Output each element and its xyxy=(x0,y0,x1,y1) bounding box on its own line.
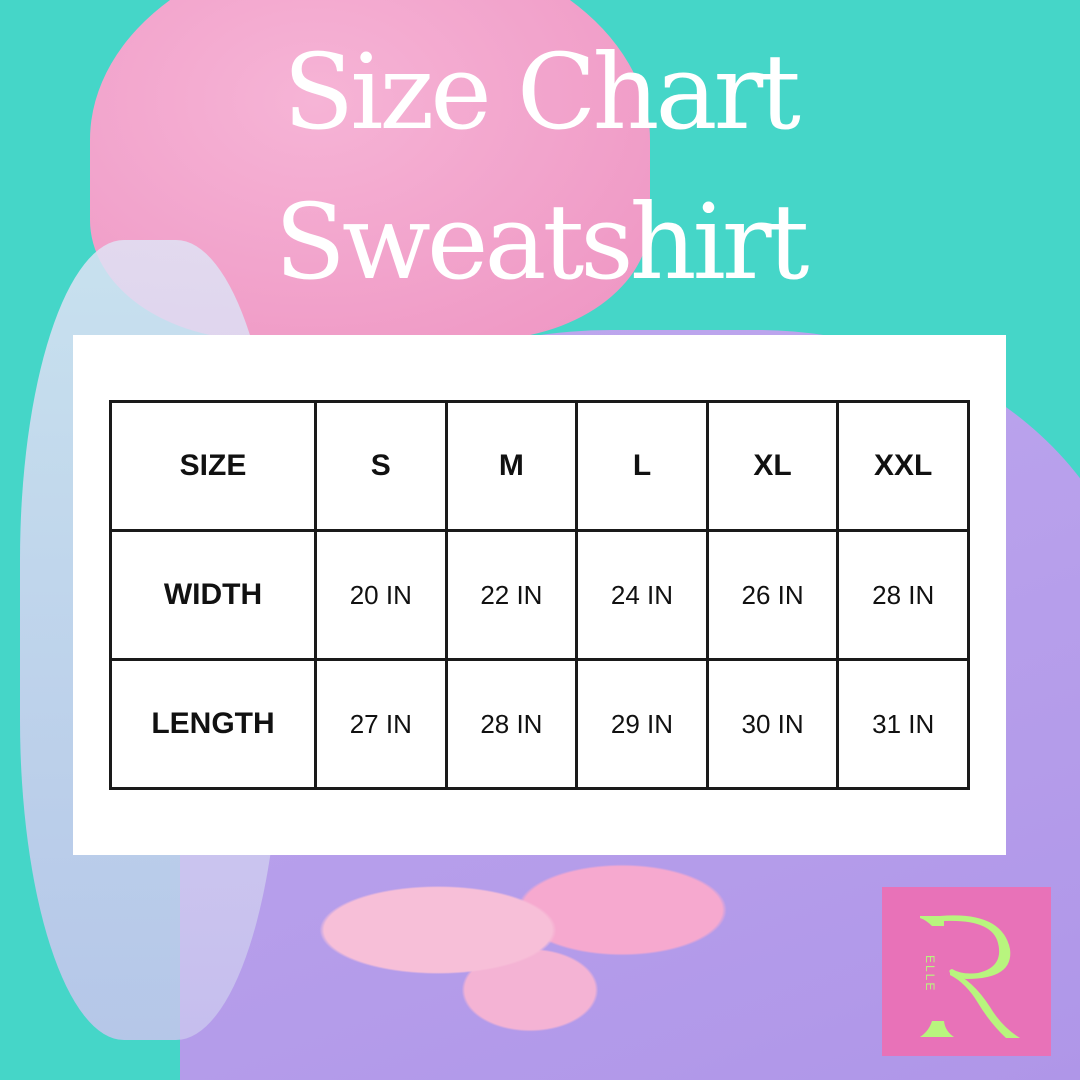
table-cell: 27 IN xyxy=(314,658,448,790)
table-cell: 26 IN xyxy=(705,529,840,661)
header-cell: L xyxy=(575,400,709,532)
flowers xyxy=(300,850,760,1050)
table-cell: 20 IN xyxy=(314,529,448,661)
header-cell: SIZE xyxy=(109,400,317,532)
logo-r-mark xyxy=(920,915,1020,1038)
header-cell: XL xyxy=(705,400,840,532)
row-label: LENGTH xyxy=(109,658,317,790)
brand-logo: ELLE xyxy=(882,887,1051,1056)
title-line-1: Size Chart xyxy=(283,31,801,153)
header-cell: XXL xyxy=(836,400,970,532)
title-line-2: Sweatshirt xyxy=(274,181,810,303)
table-cell: 30 IN xyxy=(705,658,840,790)
row-label: WIDTH xyxy=(109,529,317,661)
table-cell: 28 IN xyxy=(836,529,970,661)
table-cell: 24 IN xyxy=(575,529,709,661)
table-cell: 28 IN xyxy=(444,658,579,790)
header-row: SIZE S M L XL XXL xyxy=(109,400,970,532)
table-cell: 31 IN xyxy=(836,658,970,790)
header-cell: S xyxy=(314,400,448,532)
table-row: WIDTH 20 IN 22 IN 24 IN 26 IN 28 IN xyxy=(109,529,970,661)
logo-text: ELLE xyxy=(923,955,937,993)
table-cell: 29 IN xyxy=(575,658,709,790)
size-table: SIZE S M L XL XXL WIDTH 20 IN 22 IN 24 I… xyxy=(109,400,970,790)
table-cell: 22 IN xyxy=(444,529,579,661)
table-row: LENGTH 27 IN 28 IN 29 IN 30 IN 31 IN xyxy=(109,658,970,790)
header-cell: M xyxy=(444,400,579,532)
